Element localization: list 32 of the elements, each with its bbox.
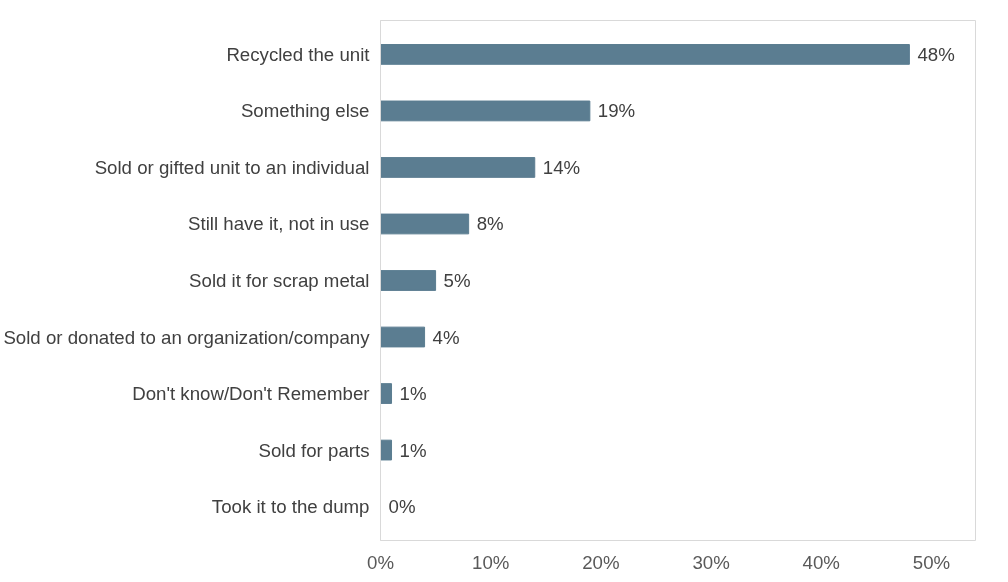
- data-label: 1%: [399, 383, 427, 405]
- data-label: 5%: [443, 270, 471, 291]
- y-tick-label: Still have it, not in use: [188, 213, 370, 235]
- data-label: 14%: [542, 156, 581, 178]
- x-tick-label: 0%: [367, 551, 394, 573]
- x-tick-label: 20%: [582, 551, 620, 573]
- data-label: 19%: [597, 100, 636, 122]
- bar: [380, 213, 470, 235]
- bar: [380, 439, 393, 461]
- y-tick-label: Took it to the dump: [211, 496, 370, 518]
- data-label: 1%: [399, 439, 427, 461]
- x-tick-label: 50%: [912, 551, 951, 573]
- data-label: 8%: [476, 213, 504, 235]
- y-tick-label: Sold or gifted unit to an individual: [94, 156, 370, 178]
- x-tick-label: 30%: [692, 551, 730, 573]
- y-tick-label: Sold it for scrap metal: [189, 270, 370, 291]
- x-tick-label: 40%: [802, 551, 840, 573]
- data-label: 4%: [432, 326, 460, 348]
- y-tick-label: Don't know/Don't Remember: [132, 383, 370, 405]
- y-tick-label: Sold for parts: [258, 439, 370, 461]
- bar: [380, 157, 536, 178]
- data-label: 48%: [917, 43, 955, 65]
- data-label: 0%: [388, 496, 416, 518]
- y-tick-label: Something else: [240, 100, 370, 122]
- bar: [380, 100, 591, 122]
- bar: [380, 44, 910, 65]
- y-tick-label: Recycled the unit: [226, 43, 371, 65]
- bar: [380, 270, 437, 291]
- x-tick-label: 10%: [472, 551, 510, 573]
- y-tick-label: Sold or donated to an organization/company: [3, 326, 371, 348]
- bar: [380, 383, 393, 404]
- bar: [380, 326, 426, 348]
